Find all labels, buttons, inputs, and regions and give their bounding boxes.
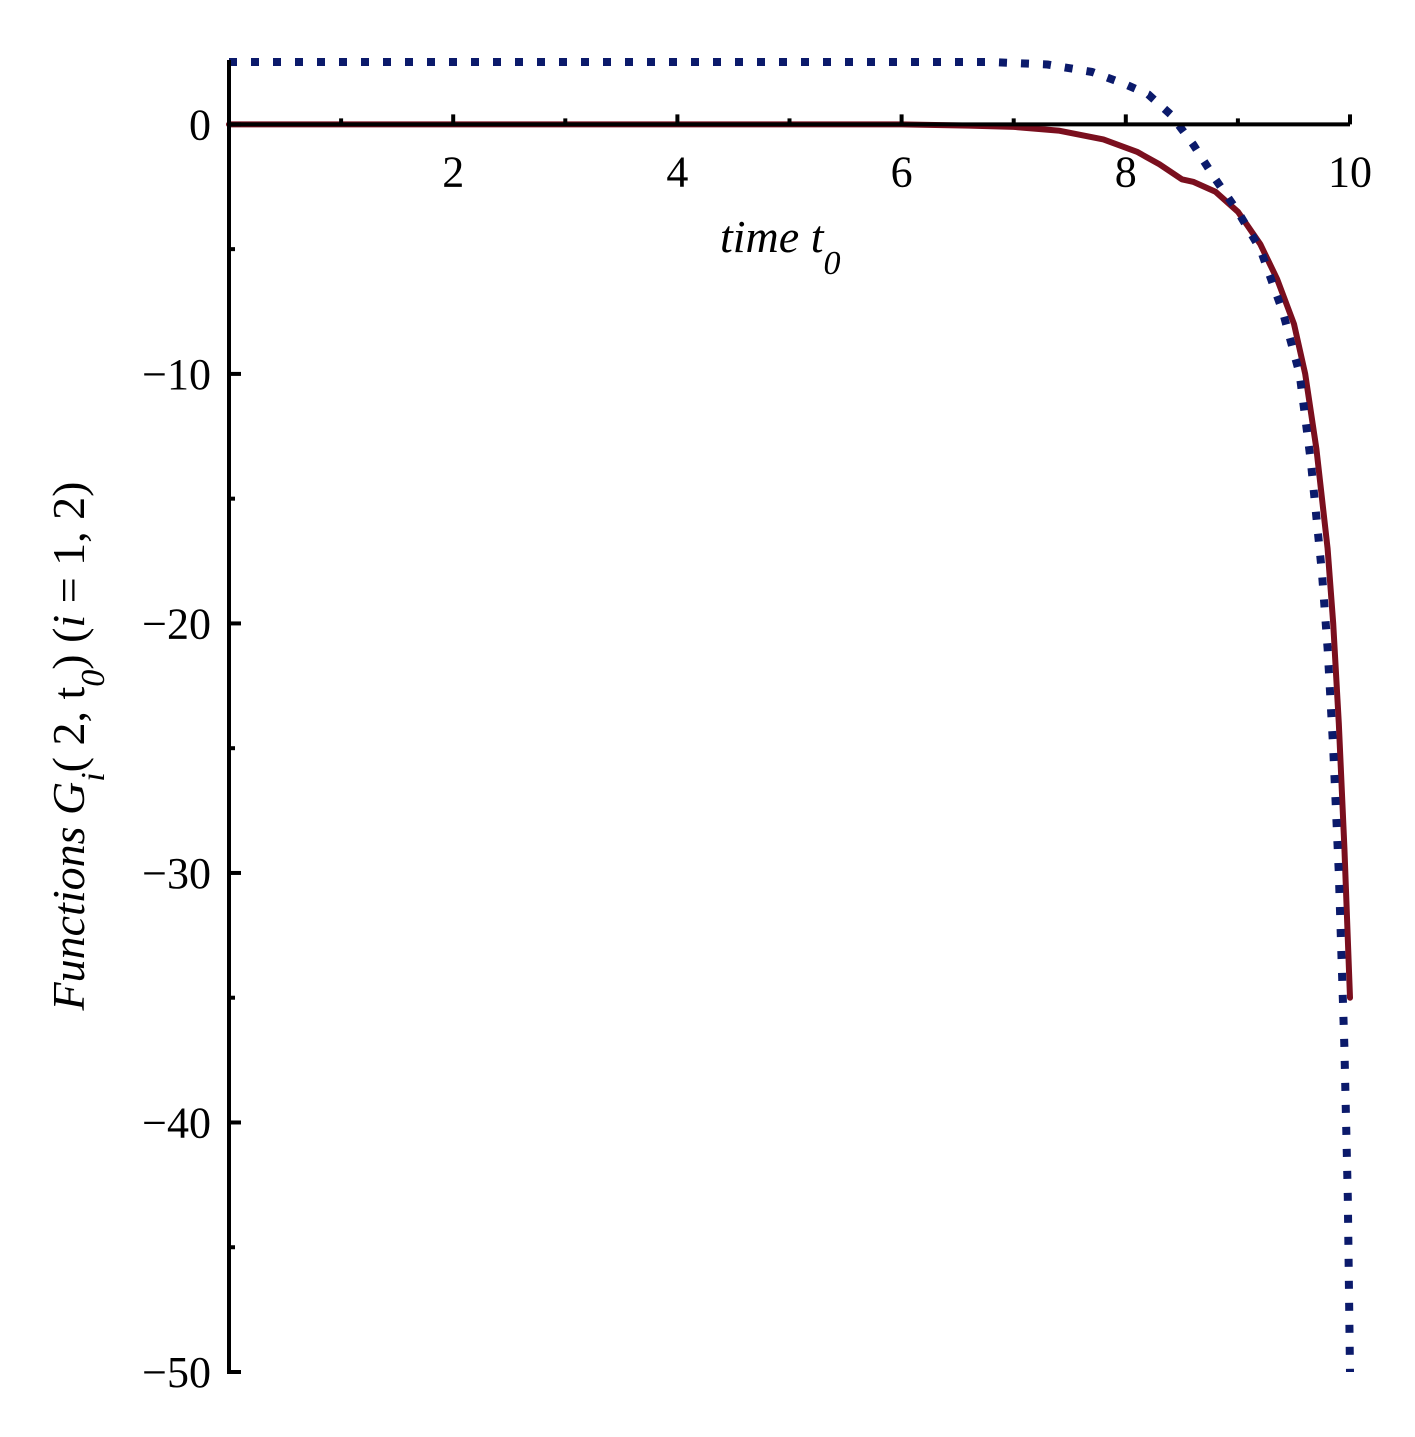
x-tick-label: 6 <box>891 147 913 196</box>
x-tick-label: 4 <box>666 147 688 196</box>
x-tick-label: 8 <box>1115 147 1137 196</box>
y-tick-label: −40 <box>142 1098 211 1147</box>
y-tick-label: −10 <box>142 350 211 399</box>
y-axis-label: Functions Gi( 2, t0) (i = 1, 2) <box>43 482 112 1012</box>
x-axis-label: time t0 <box>720 211 840 282</box>
y-tick-label: −30 <box>142 849 211 898</box>
x-tick-label: 10 <box>1328 147 1372 196</box>
axes: 2 4 6 8 10 0 −10 −20 −30 −40 −50 <box>142 60 1372 1397</box>
y-tick-label: −50 <box>142 1348 211 1397</box>
y-tick-label: 0 <box>189 100 211 149</box>
y-tick-label: −20 <box>142 599 211 648</box>
x-tick-label: 2 <box>442 147 464 196</box>
tick-layer: 2 4 6 8 10 0 −10 −20 −30 −40 −50 <box>142 100 1372 1397</box>
series-line-2 <box>229 58 1354 1373</box>
